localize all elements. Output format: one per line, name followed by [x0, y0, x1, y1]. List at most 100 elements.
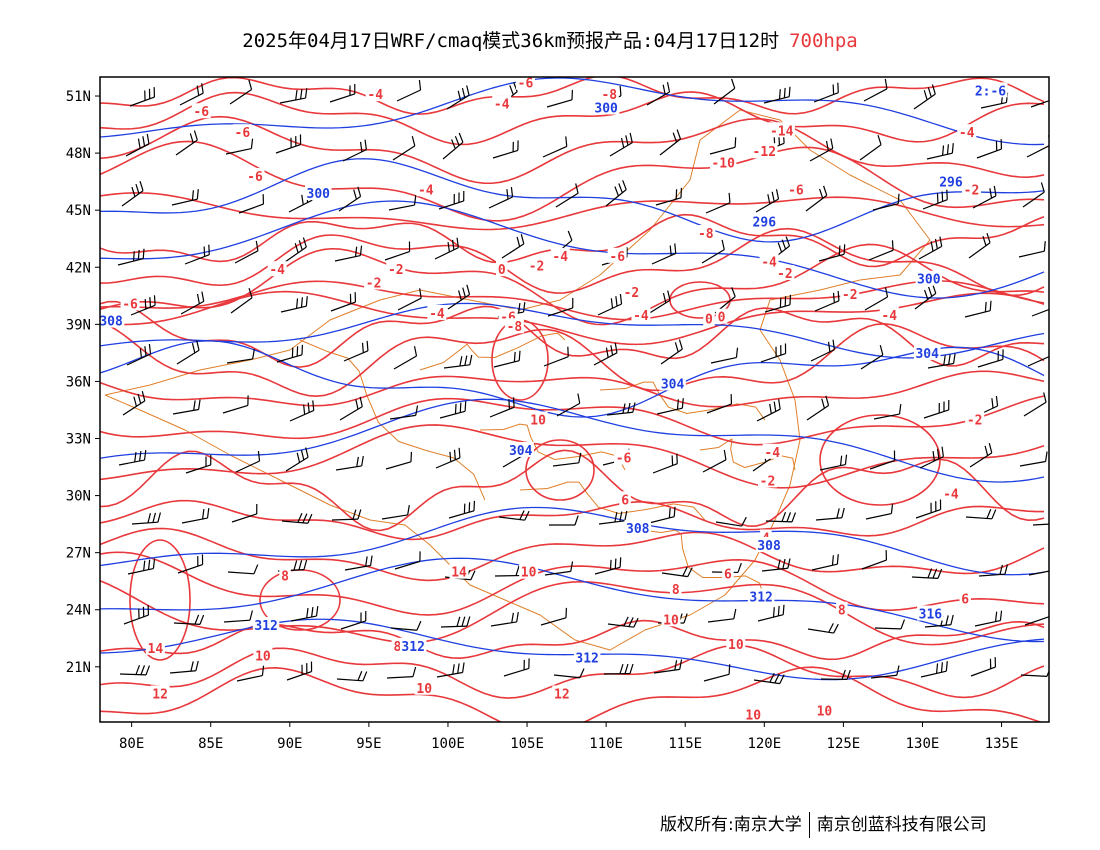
temperature-label-bg: [957, 124, 977, 140]
isotherm: [100, 666, 1043, 722]
wind-barb: [1024, 606, 1049, 626]
temperature-label: -14: [770, 124, 794, 139]
temperature-label-bg: [599, 86, 619, 102]
temperature-label: -2: [777, 267, 793, 282]
wind-barb: [652, 453, 678, 474]
temperature-label: 10: [728, 638, 744, 653]
height-label: 308: [626, 522, 650, 537]
temperature-label: -4: [269, 263, 285, 278]
wind-barb: [555, 183, 579, 208]
wind-barb: [861, 550, 888, 570]
temperature-label-bg: [762, 443, 782, 459]
wind-barb: [549, 515, 579, 526]
wind-barb: [129, 87, 156, 107]
temperature-label-bg: [279, 567, 291, 583]
temperature-label: 8: [838, 604, 846, 619]
isotherm: [100, 527, 1045, 582]
temperature-label: 6: [961, 592, 969, 607]
isotherm-loop: [525, 439, 595, 501]
height-label-bg: [915, 270, 943, 286]
temperature-label-bg: [696, 225, 716, 241]
wind-barb: [119, 664, 151, 676]
height-label-bg: [592, 99, 620, 115]
wind-barb: [911, 568, 943, 579]
wind-barb: [172, 399, 201, 415]
temperature-label: -4: [764, 446, 780, 461]
height-label-bg: [305, 185, 332, 201]
wind-barb: [1028, 570, 1049, 576]
wind-barb: [1031, 308, 1049, 317]
wind-barb: [765, 511, 797, 523]
isotherm: [100, 370, 1045, 408]
height-label: 304: [661, 377, 685, 392]
temperature-label-bg: [768, 122, 795, 138]
wind-barb: [542, 136, 568, 158]
wind-barb: [709, 137, 737, 155]
wind-barb: [385, 451, 413, 470]
wind-barb: [179, 83, 204, 106]
wind-barb: [913, 84, 936, 110]
isotherm: [100, 424, 1045, 489]
temperature-label: 14: [451, 566, 467, 581]
wind-barb: [811, 554, 839, 571]
wind-barb: [493, 350, 521, 368]
wind-barb: [394, 551, 421, 570]
wind-barb: [920, 661, 948, 678]
copyright-right: 南京创蓝科技有限公司: [816, 815, 987, 835]
temperature-label-bg: [365, 86, 385, 102]
wind-barb: [1026, 135, 1049, 158]
wind-barb: [443, 354, 473, 369]
temperature-label: -10: [711, 157, 735, 172]
height-label-bg: [937, 173, 965, 189]
temperature-label-bg: [386, 261, 406, 277]
wind-barb: [392, 136, 416, 161]
temperature-label: -2: [967, 413, 983, 428]
height-label: 308: [757, 539, 781, 554]
height-label: 300: [307, 187, 331, 202]
wind-barb: [389, 405, 419, 420]
temperature-label: -8: [507, 320, 523, 335]
wind-barb: [344, 555, 373, 571]
wind-barb: [706, 394, 733, 414]
temperature-label: 10: [255, 649, 271, 664]
wind-barb: [807, 623, 839, 634]
temperature-label-bg: [751, 143, 778, 159]
wind-barb: [440, 616, 471, 628]
isotherm: [100, 280, 1045, 321]
wind-barb: [339, 396, 363, 421]
isotherm: [100, 243, 1045, 326]
wind-barb: [647, 290, 671, 315]
wind-barb: [760, 343, 787, 363]
temperature-label-bg: [786, 181, 806, 197]
wind-barb: [393, 346, 418, 370]
temperature-label: -4: [429, 307, 445, 322]
wind-barb: [279, 88, 308, 104]
wind-barb: [870, 665, 900, 679]
wind-barb: [131, 512, 162, 525]
wind-barb: [540, 607, 568, 626]
temperature-label-bg: [965, 411, 985, 427]
wind-barb: [705, 192, 731, 214]
wind-barb: [597, 294, 623, 316]
temperature-label-bg: [759, 253, 779, 269]
temperature-label-bg: [150, 685, 170, 701]
temperature-label: 10: [663, 613, 679, 628]
temperature-label-bg: [709, 154, 737, 170]
height-label: 300: [594, 101, 618, 116]
temperature-label-bg: [449, 563, 469, 579]
wind-barb: [594, 557, 622, 575]
lat-tick-label: 24N: [66, 603, 91, 619]
wind-barb: [329, 83, 356, 103]
temperature-label-bg: [722, 565, 734, 581]
wind-barb: [290, 606, 319, 622]
lon-tick-label: 125E: [827, 736, 861, 752]
temperature-label-bg: [961, 181, 981, 197]
wind-barb: [927, 353, 956, 369]
height-label-bg: [573, 649, 601, 665]
chart-title: 2025年04月17日WRF/cmaq模式36km预报产品:04月17日12时 7…: [0, 26, 1100, 53]
wind-barb: [331, 509, 362, 521]
wind-barb: [235, 451, 261, 473]
temperature-label-bg: [552, 685, 572, 701]
wind-barb: [121, 181, 144, 207]
wind-barb: [335, 455, 364, 471]
